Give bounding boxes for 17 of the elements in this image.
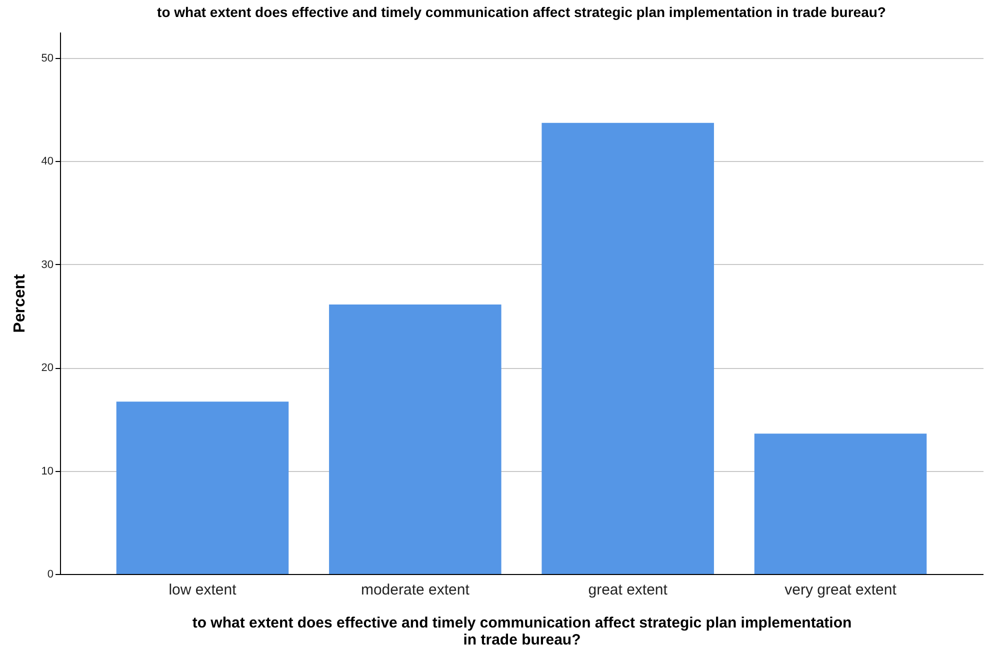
x-tick-label: very great extent (784, 582, 898, 598)
bar (542, 122, 714, 574)
y-tick-label: 50 (41, 52, 54, 64)
x-tick-label: moderate extent (360, 582, 470, 598)
bar (116, 402, 289, 574)
bar (329, 304, 502, 574)
y-axis-title: Percent (11, 273, 28, 333)
chart-title: to what extent does effective and timely communication affect strategic plan implementation in trade bureau? (157, 4, 886, 20)
y-tick-label: 0 (47, 568, 54, 580)
y-tick-label: 40 (41, 156, 54, 168)
y-tick-label: 10 (41, 465, 54, 478)
x-tick-label: low extent (168, 582, 238, 598)
x-axis-title: to what extent does effective and timely communication affect strategic plan implementation in trade bureau? (192, 614, 852, 648)
bar (754, 434, 927, 574)
x-tick-label: great extent (588, 582, 668, 598)
y-tick-label: 30 (41, 258, 54, 271)
y-tick-label: 20 (41, 362, 54, 374)
